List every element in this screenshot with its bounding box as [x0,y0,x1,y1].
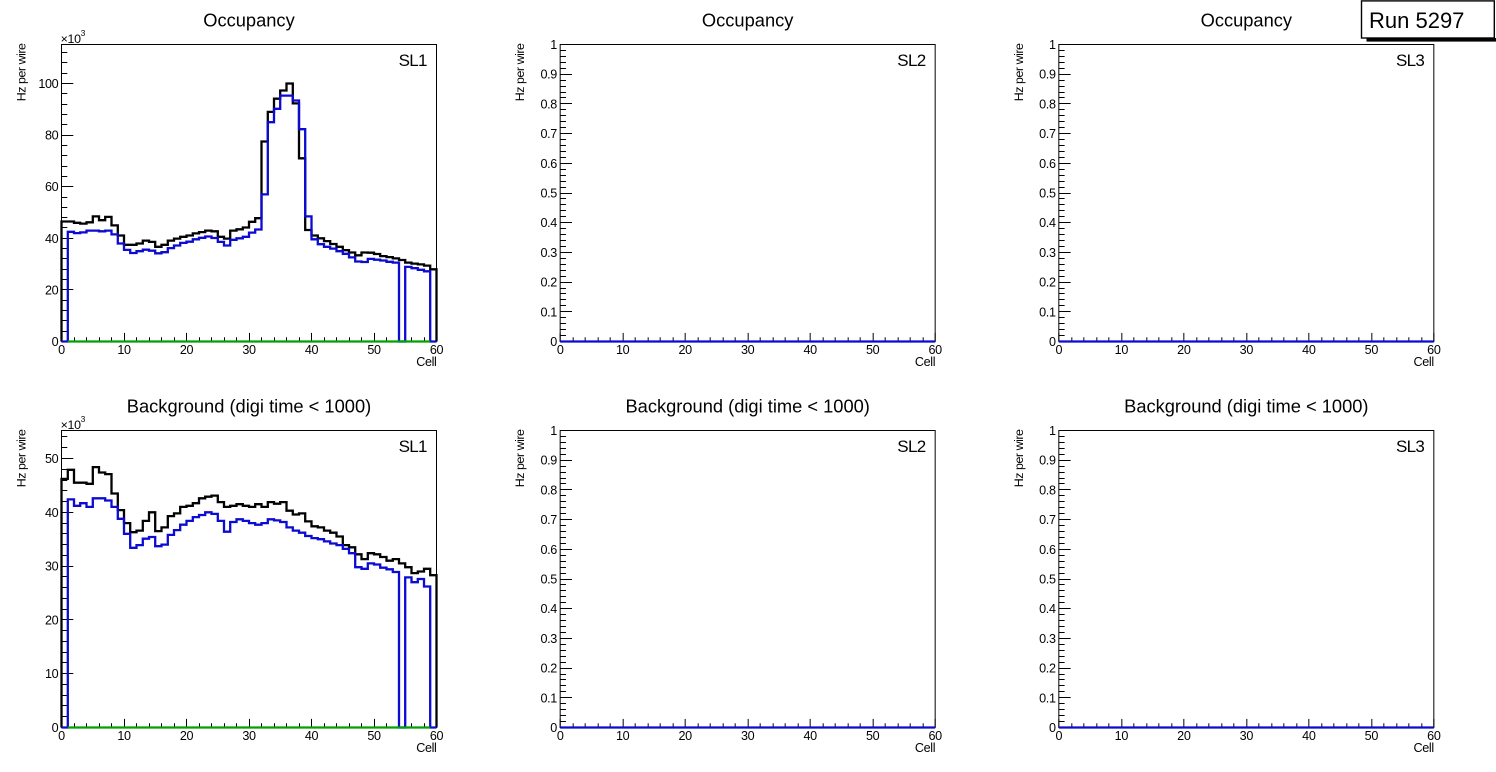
svg-text:Occupancy: Occupancy [702,10,794,31]
svg-text:SL3: SL3 [1396,51,1424,70]
svg-text:SL2: SL2 [897,437,925,456]
svg-text:SL2: SL2 [897,51,925,70]
svg-text:Background (digi time < 1000): Background (digi time < 1000) [625,396,869,417]
svg-text:SL1: SL1 [399,437,427,456]
svg-text:Background (digi time < 1000): Background (digi time < 1000) [1124,396,1368,417]
svg-text:SL3: SL3 [1396,437,1424,456]
svg-text:Occupancy: Occupancy [1201,10,1293,31]
svg-text:Run 5297: Run 5297 [1369,8,1464,33]
svg-text:Background (digi time < 1000): Background (digi time < 1000) [127,396,371,417]
svg-text:Occupancy: Occupancy [203,10,295,31]
svg-text:SL1: SL1 [399,51,427,70]
